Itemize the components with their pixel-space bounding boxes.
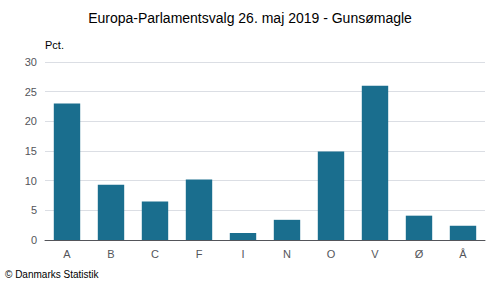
svg-text:Å: Å (459, 248, 467, 260)
svg-text:© Danmarks Statistik: © Danmarks Statistik (5, 269, 100, 280)
svg-text:B: B (107, 248, 114, 260)
svg-text:Europa-Parlamentsvalg 26. maj: Europa-Parlamentsvalg 26. maj 2019 - Gun… (88, 10, 412, 26)
svg-text:A: A (63, 248, 71, 260)
svg-text:0: 0 (31, 234, 37, 246)
svg-text:V: V (371, 248, 379, 260)
svg-text:Pct.: Pct. (45, 39, 64, 51)
svg-text:F: F (196, 248, 203, 260)
svg-text:30: 30 (25, 56, 37, 68)
svg-text:20: 20 (25, 115, 37, 127)
svg-text:25: 25 (25, 86, 37, 98)
svg-text:O: O (327, 248, 336, 260)
svg-text:I: I (241, 248, 244, 260)
svg-text:10: 10 (25, 175, 37, 187)
svg-text:Ø: Ø (415, 248, 424, 260)
svg-text:5: 5 (31, 204, 37, 216)
svg-text:C: C (151, 248, 159, 260)
svg-text:N: N (283, 248, 291, 260)
svg-text:15: 15 (25, 145, 37, 157)
